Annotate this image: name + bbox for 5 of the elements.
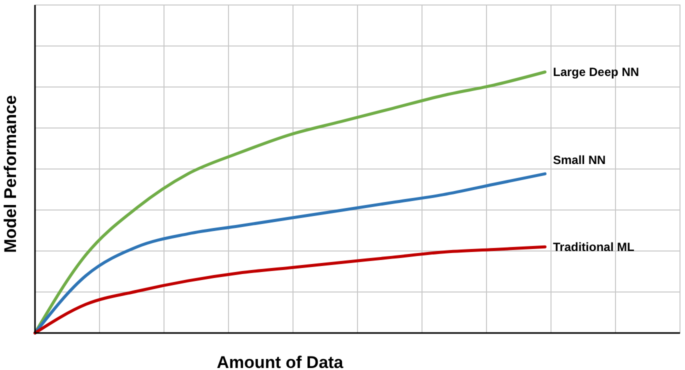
series-label: Traditional ML: [553, 240, 634, 254]
series-label: Small NN: [553, 152, 606, 167]
y-axis-title: Model Performance: [1, 95, 20, 253]
series-label: Large Deep NN: [553, 65, 640, 79]
x-axis-title: Amount of Data: [216, 353, 344, 370]
